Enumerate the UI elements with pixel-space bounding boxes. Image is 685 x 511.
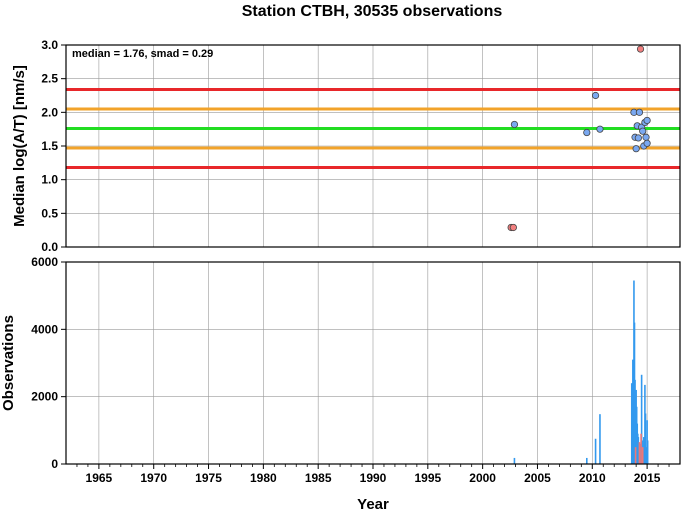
observations-y-ticks: 0 2000 4000 6000	[31, 255, 66, 471]
observation-bar	[637, 437, 640, 464]
median-y-tick-label: 1.0	[41, 173, 58, 187]
observation-bars	[513, 280, 649, 464]
x-tick-label: 2015	[634, 471, 661, 485]
x-axis-label: Year	[357, 496, 389, 511]
median-y-ticks: 0.0 0.5 1.0 1.5 2.0 2.5 3.0	[41, 38, 66, 254]
median-panel-grid	[66, 44, 680, 248]
observations-panel-grid	[66, 261, 680, 465]
median-y-tick-label: 3.0	[41, 38, 58, 52]
observations-y-tick-label: 0	[51, 457, 58, 471]
observation-bar	[630, 383, 633, 464]
x-tick-label: 1965	[86, 471, 113, 485]
median-point	[634, 134, 642, 142]
observations-y-tick-label: 4000	[31, 322, 58, 336]
median-annotation: median = 1.76, smad = 0.29	[72, 48, 213, 60]
observation-bar	[586, 457, 588, 464]
observation-bar	[644, 413, 647, 464]
median-y-tick-label: 0.0	[41, 240, 58, 254]
median-y-tick-label: 2.5	[41, 72, 58, 86]
median-point	[509, 223, 517, 232]
observations-y-tick-label: 2000	[31, 390, 58, 404]
x-tick-label: 2005	[524, 471, 551, 485]
median-point	[643, 139, 651, 147]
observation-bar	[599, 414, 601, 464]
median-point	[639, 127, 647, 135]
observations-y-tick-label: 6000	[31, 255, 58, 269]
median-y-tick-label: 0.5	[41, 206, 58, 220]
x-tick-label: 1985	[305, 471, 332, 485]
median-point	[510, 120, 519, 129]
observation-bar	[638, 442, 641, 464]
x-tick-label: 2010	[579, 471, 606, 485]
median-panel: 0.0 0.5 1.0 1.5 2.0 2.5 3.0 median = 1.76, sma…	[11, 38, 681, 254]
x-tick-label: 2000	[469, 471, 496, 485]
observation-bar	[646, 440, 649, 464]
observation-bar	[634, 447, 637, 464]
median-point	[632, 145, 640, 153]
observation-bar	[643, 437, 645, 464]
observation-bar	[640, 433, 642, 464]
median-point	[583, 128, 591, 137]
observation-bar	[645, 447, 647, 464]
median-point	[635, 108, 644, 116]
x-tick-label: 1975	[195, 471, 222, 485]
x-tick-label: 1980	[250, 471, 277, 485]
reference-lines	[66, 87, 680, 170]
year-x-ticks: 1965 1970 1975 1980 1985 1990 1995 2000 2005 2010…	[76, 464, 670, 485]
x-tick-label: 1990	[360, 471, 387, 485]
median-point	[636, 45, 645, 53]
observation-bar	[641, 447, 644, 464]
median-y-axis-label: Median log(A/T) [nm/s]	[11, 65, 28, 227]
observation-bar	[513, 457, 516, 464]
median-point	[642, 133, 650, 141]
median-points	[507, 45, 651, 232]
observations-y-axis-label: Observations	[0, 315, 17, 411]
observation-bar	[632, 359, 634, 464]
median-point	[596, 125, 604, 133]
median-y-tick-label: 2.0	[41, 105, 58, 119]
observation-bar	[594, 438, 597, 464]
observation-bar	[640, 374, 643, 464]
x-tick-label: 1995	[414, 471, 441, 485]
median-point	[591, 91, 600, 100]
x-tick-label: 1970	[140, 471, 167, 485]
chart-title: Station CTBH, 30535 observations	[242, 3, 503, 20]
median-y-tick-label: 1.5	[41, 139, 58, 153]
median-point	[643, 116, 651, 125]
